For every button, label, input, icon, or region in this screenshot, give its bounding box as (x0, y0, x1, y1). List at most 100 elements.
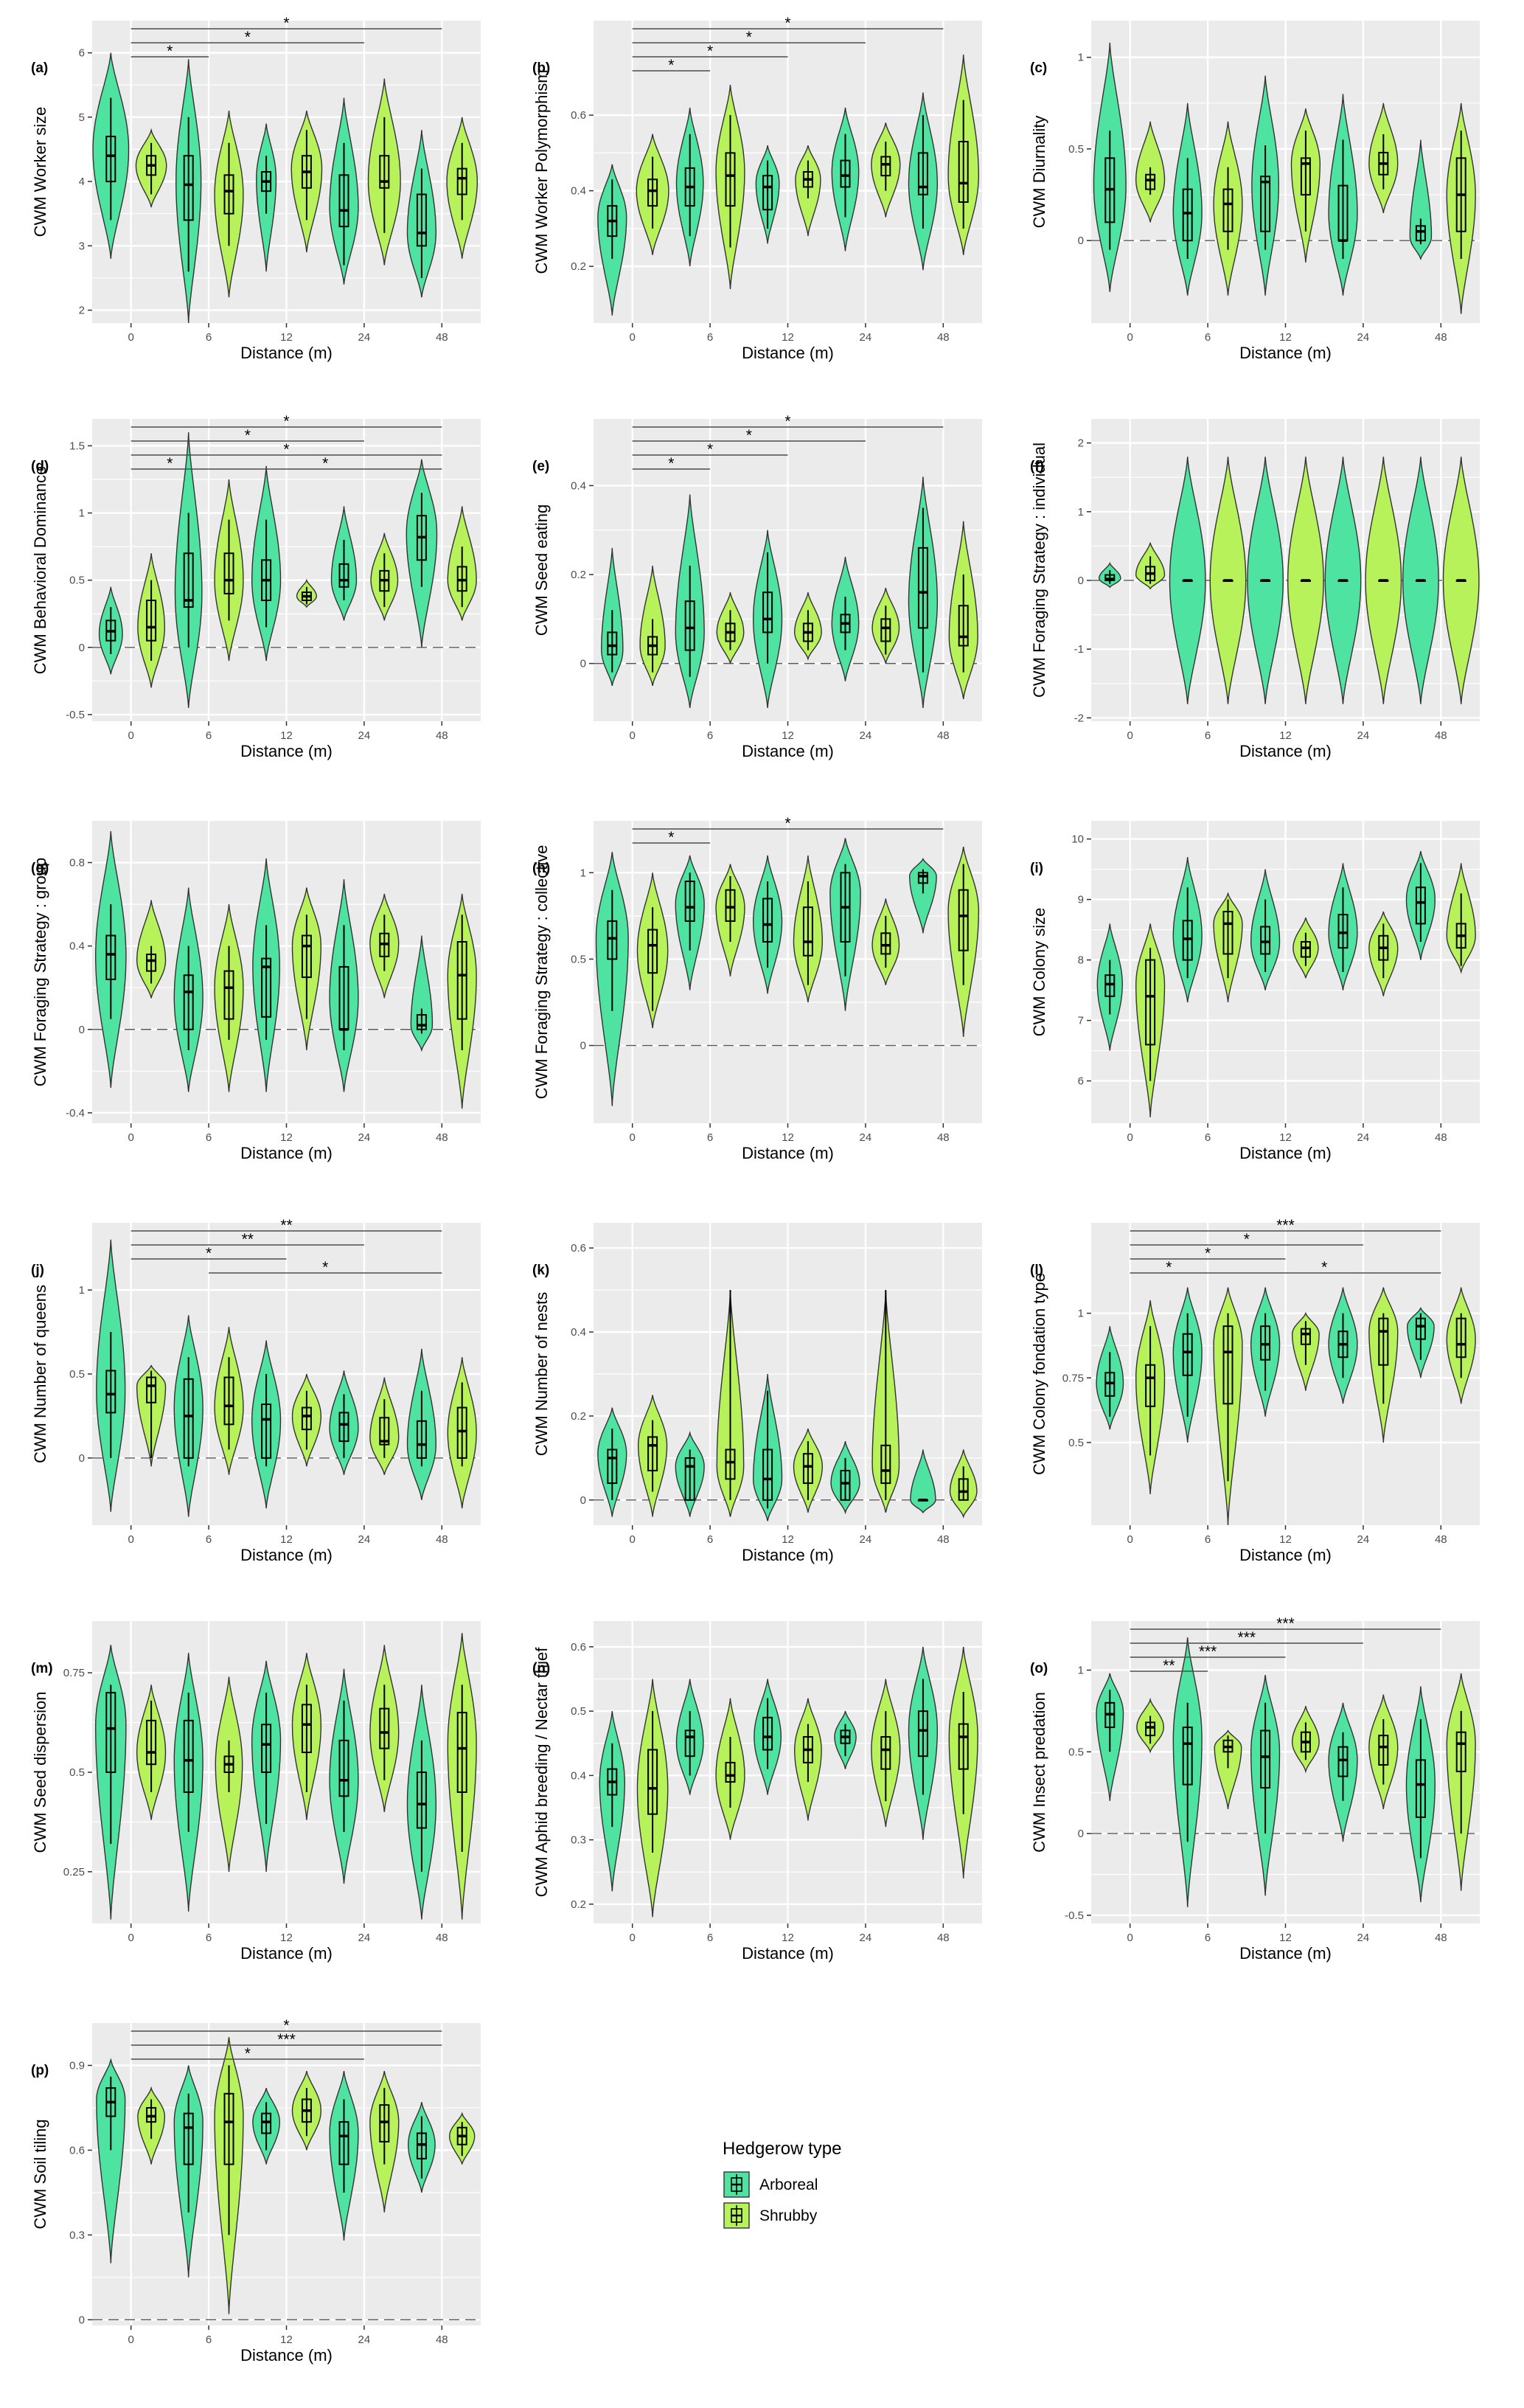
panel-letter: (b) (532, 60, 550, 76)
significance-label: * (1205, 1245, 1211, 1262)
x-axis-title: Distance (m) (742, 1144, 834, 1162)
significance-label: *** (1238, 1629, 1256, 1646)
y-tick-label: -0.4 (66, 1107, 85, 1120)
significance-label: * (668, 829, 674, 846)
box (802, 906, 813, 957)
box (917, 872, 928, 884)
box (456, 566, 467, 592)
box (456, 941, 467, 1020)
box (379, 155, 390, 189)
panel-letter: (c) (1030, 60, 1047, 76)
x-tick-label: 0 (630, 1131, 636, 1144)
x-axis-title: Distance (m) (240, 2346, 333, 2364)
x-tick-label: 24 (1357, 1533, 1370, 1546)
box (1222, 1325, 1234, 1405)
y-tick-label: 0 (79, 1024, 85, 1036)
panel-letter: (g) (31, 861, 49, 876)
box (880, 932, 891, 955)
box (1415, 886, 1426, 925)
x-tick-label: 24 (1357, 1131, 1370, 1144)
y-tick-label: 0.5 (571, 953, 586, 965)
x-tick-label: 24 (358, 1932, 371, 1944)
x-tick-label: 48 (436, 729, 448, 742)
violin-arboreal-48m (909, 858, 937, 934)
panel-letter: (l) (1030, 1263, 1043, 1278)
y-axis-title: CWM Foraging Strategy : collective (532, 845, 551, 1100)
x-tick-label: 6 (1205, 1932, 1211, 1944)
y-tick-label: 0.3 (571, 1834, 586, 1847)
x-tick-label: 48 (436, 331, 448, 344)
y-tick-label: 0.75 (1062, 1372, 1084, 1384)
significance-label: * (784, 413, 790, 430)
x-tick-label: 6 (707, 331, 713, 344)
box (958, 605, 969, 647)
chart-panel-o: -0.500.510 6 12 24 48***********(o)Distance … (1030, 1615, 1480, 1963)
box (1378, 1317, 1389, 1366)
box (261, 957, 272, 1018)
x-tick-label: 0 (128, 1932, 134, 1944)
significance-label: * (283, 441, 289, 458)
significance-label: * (668, 57, 674, 74)
box (725, 889, 736, 922)
y-tick-label: 0.25 (63, 1866, 85, 1878)
x-tick-label: 6 (1205, 1533, 1211, 1546)
chart-panel-b: 0.2 0.4 0.6 0 6 12 24 48 * * * * (b) Distance (m) CWM … (532, 15, 982, 362)
significance-label: * (245, 29, 251, 46)
box (1337, 914, 1349, 949)
panel-letter: (e) (532, 459, 549, 474)
box (183, 2112, 194, 2165)
box (880, 618, 891, 642)
significance-label: * (167, 455, 173, 472)
x-tick-label: 0 (128, 2334, 134, 2346)
y-axis-title: CWM Diurnality (1030, 116, 1048, 229)
box (1145, 959, 1156, 1046)
x-tick-label: 24 (860, 1932, 872, 1944)
y-tick-label: 1 (1078, 52, 1084, 64)
box (146, 1719, 157, 1766)
panel-letter: (n) (532, 1661, 550, 1676)
box (684, 881, 695, 922)
y-tick-label: -0.5 (66, 709, 85, 721)
box (223, 174, 234, 215)
box (1104, 974, 1116, 997)
x-tick-label: 24 (860, 1131, 872, 1144)
x-axis-title: Distance (m) (240, 344, 333, 362)
y-tick-label: 0.75 (63, 1667, 85, 1679)
box (958, 1478, 969, 1501)
y-tick-label: 0.9 (69, 2059, 85, 2072)
y-axis-title: CWM Worker size (31, 107, 49, 237)
x-tick-label: 6 (1205, 331, 1211, 344)
y-tick-label: 0.4 (69, 940, 85, 953)
x-tick-label: 48 (1435, 1932, 1447, 1944)
box (958, 1723, 969, 1770)
y-tick-label: 0.5 (1068, 1437, 1084, 1449)
x-axis-title: Distance (m) (1239, 1144, 1332, 1162)
box (338, 965, 349, 1030)
legend-label-shrubby: Shrubby (759, 2207, 818, 2224)
box (456, 167, 467, 195)
y-axis-title: CWM Foraging Strategy : group (31, 858, 49, 1087)
panel-letter: (d) (31, 459, 49, 474)
box (105, 136, 116, 183)
legend-title: Hedgerow type (723, 2139, 841, 2159)
box (1260, 926, 1271, 955)
y-tick-label: 0.4 (571, 1326, 586, 1339)
y-tick-label: 0.6 (69, 2144, 85, 2157)
x-axis-title: Distance (m) (240, 1944, 333, 1963)
significance-label: * (1244, 1231, 1250, 1248)
box (183, 974, 194, 1030)
x-tick-label: 6 (206, 331, 212, 344)
significance-label: * (784, 815, 790, 832)
significance-label: ** (280, 1217, 292, 1234)
box (880, 1444, 891, 1485)
box (338, 563, 349, 588)
significance-label: * (167, 43, 173, 60)
box (338, 1412, 349, 1443)
box (1260, 1325, 1271, 1361)
panel-letter: (j) (31, 1263, 44, 1278)
box (416, 193, 427, 247)
y-axis-title: CWM Insect predation (1030, 1692, 1048, 1853)
chart-panel-i: 6 7 8 9 10 0 6 12 24 48 (i) Distance (m) CWM Colony … (1030, 821, 1480, 1162)
x-tick-label: 6 (206, 1533, 212, 1546)
box (1415, 1317, 1426, 1340)
